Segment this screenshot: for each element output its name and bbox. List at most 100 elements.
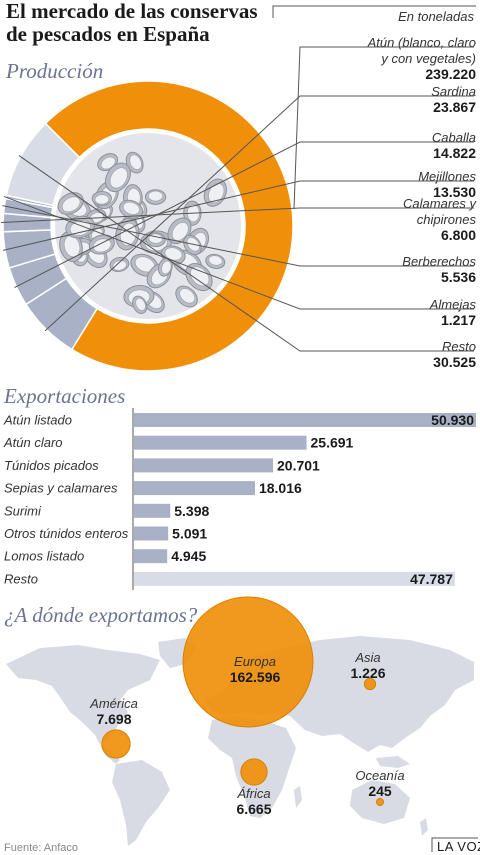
- slice-value-0: 239.220: [425, 66, 476, 82]
- bar-category-5: Otros túnidos enteros: [4, 526, 129, 541]
- slice-value-6: 1.217: [441, 312, 476, 328]
- exports-title: Exportaciones: [3, 384, 125, 408]
- bar-4: [134, 503, 171, 518]
- slice-label-0: y con vegetales): [380, 51, 476, 66]
- region-name-3: Asia: [354, 650, 380, 665]
- can: [125, 151, 144, 174]
- slice-label-0: Atún (blanco, claro: [367, 35, 476, 50]
- region-value-4: 245: [368, 783, 392, 799]
- can: [119, 199, 144, 219]
- south-america-land: [112, 760, 170, 846]
- bar-value-4: 5.398: [174, 503, 209, 519]
- bar-1: [134, 435, 307, 450]
- slice-leader-3: [2, 180, 474, 251]
- north-america-land: [6, 645, 160, 745]
- region-name-4: Oceanía: [355, 768, 404, 783]
- map-title: ¿A dónde exportamos?: [4, 603, 198, 627]
- bar-2: [134, 458, 274, 473]
- slice-value-7: 30.525: [433, 354, 476, 370]
- cans-photo: [55, 133, 241, 319]
- bar-category-6: Lomos listado: [4, 549, 84, 564]
- can: [57, 192, 84, 215]
- bar-value-0: 50.930: [431, 412, 474, 428]
- bar-category-0: Atún listado: [3, 413, 72, 428]
- can: [105, 162, 131, 193]
- slice-value-2: 14.822: [433, 145, 476, 161]
- bar-3: [134, 481, 255, 496]
- slice-value-3: 13.530: [433, 184, 476, 200]
- slice-leader-2: [14, 141, 474, 289]
- production-title: Producción: [5, 59, 103, 83]
- bar-value-3: 18.016: [259, 480, 302, 496]
- bubble-4: [376, 798, 384, 806]
- production-donut: [2, 80, 294, 372]
- bar-category-1: Atún claro: [3, 435, 63, 450]
- slice-label-7: Resto: [442, 339, 476, 354]
- slice-leader-5: [2, 205, 474, 267]
- slice-leader-0: [293, 46, 474, 209]
- can: [65, 215, 95, 239]
- slice-value-5: 5.536: [441, 269, 476, 285]
- can: [109, 256, 130, 273]
- region-value-2: 6.665: [236, 801, 271, 817]
- slice-label-5: Berberechos: [402, 254, 476, 269]
- bubble-0: [182, 596, 314, 728]
- bar-category-4: Surimi: [4, 503, 42, 518]
- bar-category-2: Túnidos picados: [4, 458, 99, 473]
- brand-text: LA VOZ: [437, 839, 480, 854]
- title-line-2: de pescados en España: [6, 22, 210, 46]
- region-name-2: África: [236, 786, 270, 801]
- bar-0: [134, 413, 476, 427]
- slice-value-4: 6.800: [441, 227, 476, 243]
- exports-bar-chart: Atún listado 50.930 Atún claro 25.691 Túnido…: [3, 412, 476, 587]
- region-value-1: 7.698: [96, 711, 131, 727]
- slice-label-3: Mejillones: [418, 169, 476, 184]
- can: [157, 257, 173, 277]
- bar-value-1: 25.691: [311, 435, 354, 451]
- can: [144, 189, 167, 205]
- bubble-2: [240, 758, 268, 786]
- bar-value-7: 47.787: [410, 571, 453, 587]
- new-zealand-land: [420, 818, 428, 836]
- slice-leader-4: [1, 207, 474, 224]
- slice-label-1: Sardina: [431, 84, 476, 99]
- slice-leader-6: [3, 195, 474, 310]
- bar-category-3: Sepias y calamares: [4, 481, 118, 496]
- bar-value-5: 5.091: [172, 526, 207, 542]
- brand-rule: [431, 837, 478, 852]
- slice-label-4: Calamares y: [403, 196, 477, 211]
- slice-label-2: Caballa: [432, 130, 476, 145]
- source-text: Fuente: Anfaco: [4, 842, 78, 854]
- slice-label-4: chipirones: [417, 212, 477, 227]
- can: [132, 295, 148, 314]
- indonesia-land: [376, 756, 410, 768]
- bar-7: [134, 571, 455, 586]
- slice-label-6: Almejas: [429, 297, 477, 312]
- bubble-3: [363, 677, 377, 691]
- bar-6: [134, 549, 168, 564]
- slice-leader-7: [18, 155, 474, 352]
- slice-value-1: 23.867: [433, 99, 476, 115]
- bar-category-7: Resto: [4, 571, 38, 586]
- can: [91, 190, 112, 206]
- region-value-3: 1.226: [350, 665, 385, 681]
- can: [175, 285, 198, 308]
- region-name-1: América: [89, 696, 138, 711]
- bubble-1: [101, 729, 131, 759]
- region-name-0: Europa: [234, 654, 276, 669]
- bar-value-2: 20.701: [277, 457, 320, 473]
- bar-5: [134, 526, 169, 541]
- unit-label: En toneladas: [398, 9, 474, 24]
- donut-slice-0: [44, 80, 294, 372]
- bar-value-6: 4.945: [171, 548, 206, 564]
- can: [205, 253, 226, 269]
- title-line-1: El mercado de las conservas: [6, 0, 258, 23]
- madagascar-land: [294, 786, 302, 808]
- can: [145, 232, 166, 248]
- region-value-0: 162.596: [230, 669, 281, 685]
- slice-leader-1: [44, 95, 474, 332]
- header-rule: [272, 5, 476, 18]
